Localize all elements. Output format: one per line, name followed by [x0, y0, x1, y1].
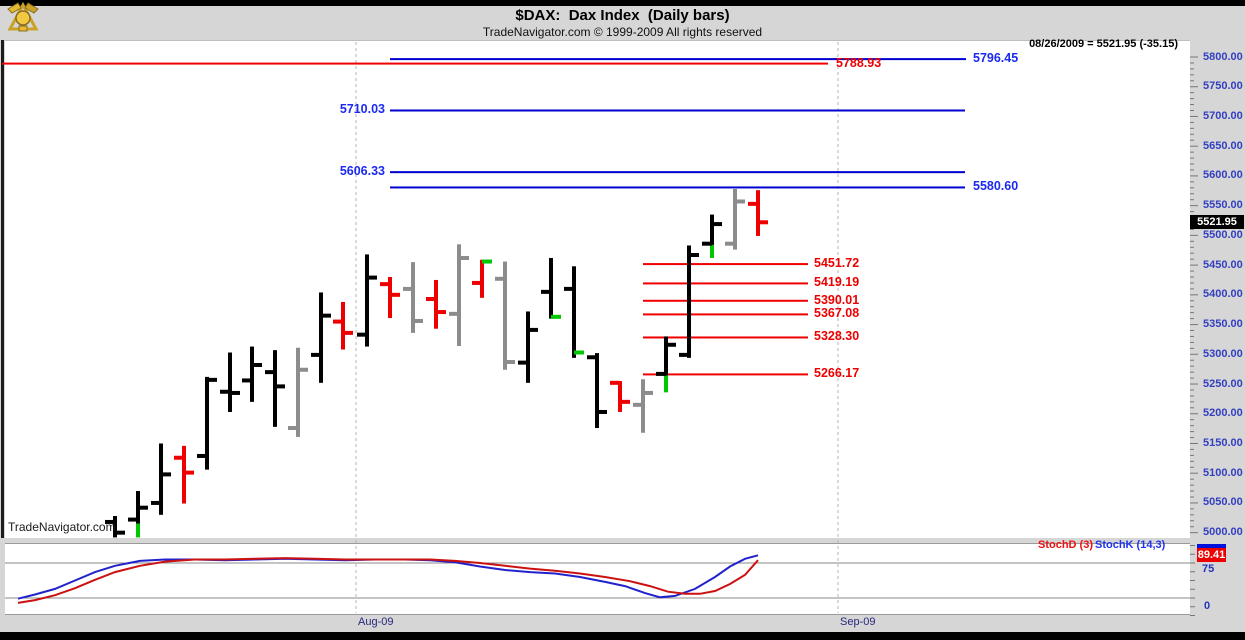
level-label: 5796.45 [973, 51, 1019, 66]
price-axis-label: 5650.00 [1203, 139, 1243, 152]
price-axis-label: 5450.00 [1203, 258, 1243, 271]
level-label: 5451.72 [814, 256, 860, 271]
level-label: 5266.17 [814, 366, 860, 381]
tradenavigator-watermark: TradeNavigator.com [8, 520, 116, 534]
price-axis-label: 5050.00 [1203, 496, 1243, 509]
last-price-badge: 5521.95 [1190, 215, 1244, 230]
level-label: 5328.30 [814, 329, 860, 344]
price-axis-label: 5000.00 [1203, 526, 1243, 539]
legend-stochk: StochK (14,3) [1095, 539, 1166, 551]
price-axis-label: 5400.00 [1203, 288, 1243, 301]
price-axis-label: 5700.00 [1203, 109, 1243, 122]
stoch-value-marker [1197, 544, 1226, 548]
price-axis-label: 5200.00 [1203, 407, 1243, 420]
price-plot-area [5, 40, 1190, 538]
level-label: 5606.33 [339, 164, 385, 179]
price-axis-label: 5800.00 [1203, 50, 1243, 63]
price-axis-label: 5600.00 [1203, 169, 1243, 182]
level-label: 5788.93 [836, 55, 882, 70]
level-label: 5419.19 [814, 275, 860, 290]
plot-left-border [1, 40, 4, 538]
price-axis-label: 5150.00 [1203, 436, 1243, 449]
price-axis-label: 5550.00 [1203, 199, 1243, 212]
level-label: 5580.60 [973, 179, 1019, 194]
x-axis-label-aug: Aug-09 [358, 616, 394, 628]
price-axis-label: 5250.00 [1203, 377, 1243, 390]
legend-stochd: StochD (3) [1038, 539, 1093, 551]
bottom-black-strip [0, 632, 1245, 640]
price-axis-label: 5500.00 [1203, 228, 1243, 241]
price-axis-label: 5100.00 [1203, 466, 1243, 479]
x-axis-label-sep: Sep-09 [840, 616, 876, 628]
price-axis-label: 5350.00 [1203, 318, 1243, 331]
chart-subtitle: TradeNavigator.com © 1999-2009 All right… [482, 25, 763, 39]
last-bar-annotation: 08/26/2009 = 5521.95 (-35.15) [1029, 38, 1178, 50]
price-axis-label: 5300.00 [1203, 347, 1243, 360]
stoch-scale-0: 0 [1204, 600, 1211, 612]
stoch-value-badge: 89.41 [1197, 548, 1226, 562]
level-label: 5367.08 [814, 306, 860, 321]
top-black-strip [0, 0, 1245, 6]
level-label: 5710.03 [339, 102, 385, 117]
price-axis-label: 5750.00 [1203, 80, 1243, 93]
stoch-scale-75: 75 [1202, 563, 1215, 575]
chart-title: $DAX: Dax Index (Daily bars) [515, 7, 730, 24]
stochastic-plot-area [5, 543, 1190, 615]
level-label: 5390.01 [814, 292, 860, 307]
